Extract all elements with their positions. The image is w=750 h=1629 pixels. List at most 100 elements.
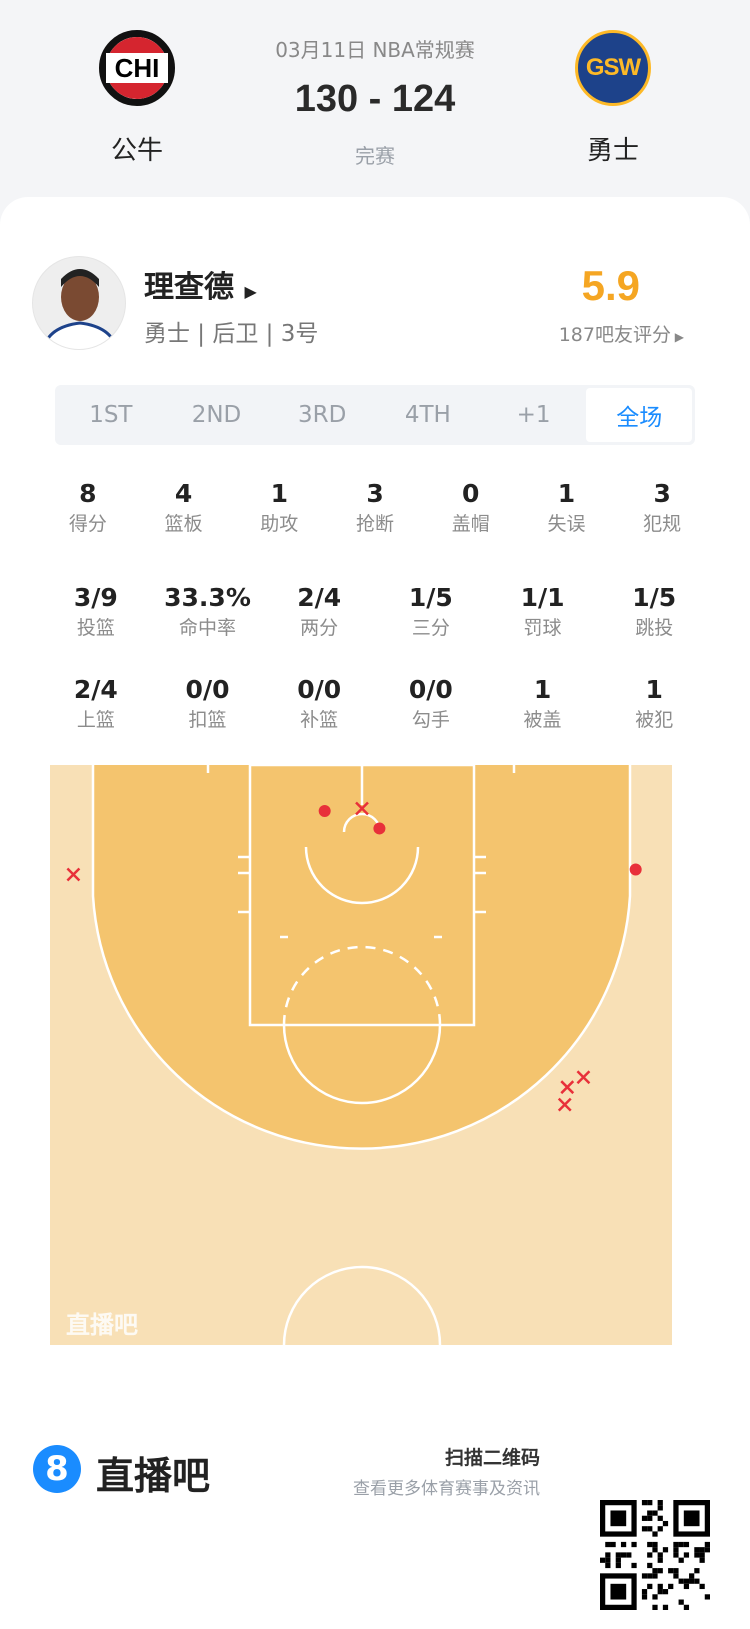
stat-item: 0 盖帽 <box>423 478 519 538</box>
stat-label: 被盖 <box>523 709 562 731</box>
rating-link[interactable]: 187吧友评分 ▶ <box>559 320 684 347</box>
stat-label: 被犯 <box>635 709 674 731</box>
game-date-league: 03月11日 NBA常规赛 <box>275 38 475 62</box>
stat-label: 抢断 <box>356 513 395 535</box>
brand-logo-icon: 8 <box>33 1445 81 1493</box>
stat-value: 3/9 <box>73 583 118 612</box>
stat-label: 扣篮 <box>188 709 227 731</box>
stat-item: 1/5 跳投 <box>598 582 710 642</box>
missed-shot-marker <box>576 1070 591 1085</box>
stat-label: 盖帽 <box>451 513 490 535</box>
qr-code[interactable] <box>600 1500 710 1610</box>
period-tabs: 1ST 2ND 3RD 4TH +1 全场 <box>55 385 695 445</box>
stat-item: 3 犯规 <box>614 478 710 538</box>
made-shot-marker <box>373 822 386 835</box>
stat-item: 0/0 补篮 <box>263 674 375 734</box>
stat-label: 跳投 <box>635 617 674 639</box>
stat-item: 1 助攻 <box>231 478 327 538</box>
watermark: 直播吧 <box>66 1311 138 1339</box>
stats-row: 8 得分 4 篮板 1 助攻 3 抢断 0 盖帽 1 失误 3 犯规 <box>40 478 710 538</box>
stat-label: 得分 <box>68 513 107 535</box>
stat-value: 1 <box>557 479 576 508</box>
stat-value: 0/0 <box>185 675 230 704</box>
player-info: 勇士 | 后卫 | 3号 <box>144 321 319 347</box>
three-point-area <box>93 765 630 1149</box>
stat-value: 1 <box>270 479 288 508</box>
tab-3rd[interactable]: 3RD <box>298 402 347 428</box>
stat-value: 33.3% <box>164 583 251 612</box>
tab-1st[interactable]: 1ST <box>89 402 133 428</box>
stat-value: 8 <box>79 479 97 508</box>
tab-4th[interactable]: 4TH <box>404 402 451 428</box>
stat-value: 0/0 <box>297 675 342 704</box>
stat-label: 三分 <box>411 617 450 639</box>
player-avatar[interactable] <box>32 256 126 350</box>
brand-name: 直播吧 <box>96 1454 211 1498</box>
missed-shot-marker <box>557 1097 572 1112</box>
gsw-team-logo[interactable]: GSW <box>575 30 651 106</box>
player-name-text: 理查德 <box>144 270 234 305</box>
made-shot-marker <box>629 863 642 876</box>
stat-item: 1/5 三分 <box>375 582 487 642</box>
chi-team-logo[interactable]: CHI <box>99 30 175 106</box>
home-team-name: 公牛 <box>110 136 163 166</box>
stat-item: 0/0 勾手 <box>375 674 487 734</box>
away-team-name: 勇士 <box>586 136 639 166</box>
scan-subtitle: 查看更多体育赛事及资讯 <box>353 1479 540 1499</box>
stat-value: 1 <box>645 675 663 704</box>
stat-label: 补篮 <box>300 709 339 731</box>
stat-label: 失误 <box>547 513 586 535</box>
rating-label: 187吧友评分 <box>558 324 671 346</box>
stat-value: 0 <box>462 479 480 508</box>
stat-label: 篮板 <box>164 513 203 535</box>
stat-item: 1 被盖 <box>487 674 599 734</box>
stat-label: 罚球 <box>523 617 562 639</box>
stat-item: 1/1 罚球 <box>487 582 599 642</box>
stat-value: 1/5 <box>408 583 453 612</box>
stat-item: 1 被犯 <box>598 674 710 734</box>
player-rating: 5.9 <box>581 262 640 309</box>
game-score: 130 - 124 <box>294 78 456 120</box>
missed-shot-marker <box>560 1080 575 1095</box>
stat-value: 3 <box>366 479 384 508</box>
scan-title: 扫描二维码 <box>444 1447 540 1469</box>
stat-label: 两分 <box>300 617 339 639</box>
stat-value: 1/5 <box>632 583 677 612</box>
stat-item: 3/9 投篮 <box>40 582 152 642</box>
stat-label: 犯规 <box>643 513 682 535</box>
tab-ot[interactable]: +1 <box>516 402 551 428</box>
stat-label: 上篮 <box>76 709 115 731</box>
stat-item: 8 得分 <box>40 478 136 538</box>
stat-value: 4 <box>174 479 193 508</box>
stat-label: 助攻 <box>260 513 299 535</box>
stat-item: 2/4 两分 <box>263 582 375 642</box>
game-status: 完赛 <box>355 144 395 168</box>
caret-right-icon: ▶ <box>244 282 257 301</box>
stat-item: 3 抢断 <box>327 478 423 538</box>
stat-item: 0/0 扣篮 <box>152 674 264 734</box>
stat-item: 1 失误 <box>519 478 615 538</box>
stat-value: 1 <box>533 675 552 704</box>
caret-right-icon: ▶ <box>670 330 684 344</box>
player-name[interactable]: 理查德 ▶ <box>144 262 257 306</box>
court-lines <box>91 765 632 1345</box>
stat-label: 命中率 <box>179 617 237 639</box>
stat-label: 勾手 <box>411 709 450 731</box>
stat-label: 投篮 <box>76 617 115 639</box>
stat-value: 0/0 <box>408 675 453 704</box>
missed-shot-marker <box>355 801 369 816</box>
stats-row: 3/9 投篮 33.3% 命中率 2/4 两分 1/5 三分 1/1 罚球 1/5 跳投 <box>40 582 710 642</box>
stat-value: 2/4 <box>73 675 118 704</box>
stat-value: 1/1 <box>520 583 565 612</box>
missed-shot-marker <box>66 867 81 882</box>
tab-full-game[interactable]: 全场 <box>586 388 693 442</box>
stat-value: 2/4 <box>297 583 342 612</box>
stat-item: 4 篮板 <box>136 478 232 538</box>
made-shot-marker <box>318 805 331 818</box>
shot-chart: 直播吧 <box>50 765 672 1345</box>
stat-item: 2/4 上篮 <box>40 674 152 734</box>
stat-item: 33.3% 命中率 <box>152 582 264 642</box>
stats-row: 2/4 上篮 0/0 扣篮 0/0 补篮 0/0 勾手 1 被盖 1 被犯 <box>40 674 710 734</box>
stat-value: 3 <box>653 479 671 508</box>
tab-2nd[interactable]: 2ND <box>191 402 242 428</box>
